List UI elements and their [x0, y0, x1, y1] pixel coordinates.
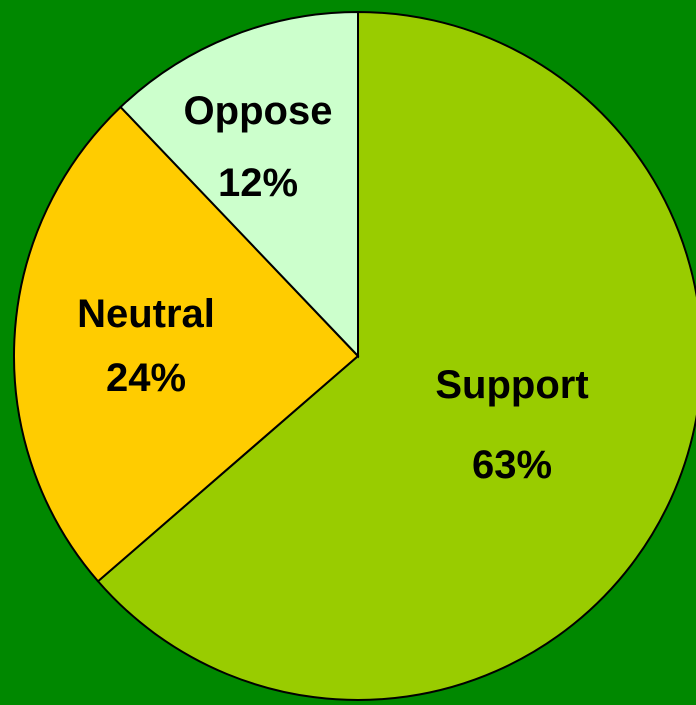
- slice-category-label: Neutral: [77, 292, 215, 336]
- slice-category-label: Support: [435, 363, 588, 407]
- pie-slice-oppose: [119, 10, 359, 359]
- pie-slice-support: [96, 10, 696, 701]
- slice-label-neutral: Neutral 24%: [77, 292, 215, 400]
- slice-category-label: Oppose: [184, 89, 333, 133]
- pie-slice-neutral: [13, 105, 360, 583]
- slice-label-oppose: Oppose 12%: [184, 89, 333, 205]
- slice-value-label: 12%: [218, 161, 298, 205]
- slice-value-label: 63%: [472, 443, 552, 487]
- slice-value-label: 24%: [106, 356, 186, 400]
- slice-label-support: Support 63%: [435, 363, 588, 487]
